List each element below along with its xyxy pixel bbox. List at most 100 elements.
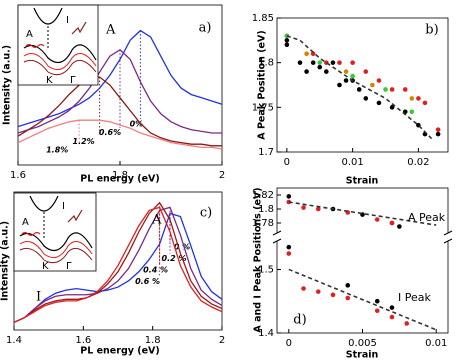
series-label: 0.2 % (162, 254, 187, 263)
data-point (404, 321, 410, 326)
series-label: 0.4 % (143, 266, 168, 275)
x-tick-label: 0.02 (407, 157, 429, 168)
inset-label: I (62, 201, 65, 212)
y-tick-label: 1.4 (258, 328, 274, 339)
data-point (409, 109, 415, 115)
data-point (304, 69, 309, 74)
data-point (389, 305, 395, 310)
data-point (389, 220, 395, 226)
data-point (374, 298, 380, 304)
inset-label: I (66, 15, 69, 26)
axis-break (274, 233, 451, 241)
data-point (376, 78, 382, 83)
break-mark (443, 230, 453, 236)
plot-frame (276, 187, 449, 334)
inset-label: Γ (70, 75, 76, 86)
data-point (350, 60, 355, 65)
break-mark (272, 230, 282, 236)
x-axis-label: PL energy (eV) (80, 346, 159, 357)
x-tick-label: 1.8 (112, 170, 128, 181)
panel-label: d) (293, 313, 306, 328)
x-tick-label: 1.6 (10, 170, 26, 181)
data-point (374, 308, 380, 314)
data-point (286, 194, 292, 199)
inset-a: A I K Γ (17, 4, 99, 86)
x-axis-label: PL energy (eV) (80, 174, 159, 185)
data-point (374, 217, 380, 222)
data-point (343, 69, 349, 74)
data-point (416, 96, 421, 101)
peak-label: I (36, 290, 41, 305)
fit-line (286, 35, 433, 140)
data-point (317, 64, 323, 70)
y-tick-label: 1.8 (258, 204, 274, 215)
inset-label: Γ (66, 261, 72, 272)
x-tick-label: 2 (219, 170, 225, 181)
y-tick-label: 1.85 (252, 13, 274, 24)
break-mark (272, 238, 282, 244)
data-point (345, 295, 351, 301)
data-point (397, 224, 402, 229)
data-point (376, 100, 382, 106)
inset-c: A I K Γ (13, 192, 97, 272)
x-tick-label: 0.01 (425, 338, 447, 349)
series-label: 0% (130, 120, 144, 129)
data-point (301, 286, 306, 291)
y-axis-label: A and I Peak Positions (eV) (253, 187, 264, 332)
x-tick-label: 1.6 (75, 335, 91, 346)
data-point (315, 289, 321, 294)
data-point (284, 42, 290, 48)
data-point (350, 73, 355, 79)
series-label: 0.6% (99, 128, 121, 137)
spectrum (17, 119, 223, 150)
panel-label: c) (200, 206, 212, 221)
annotation: I Peak (398, 291, 431, 304)
data-point (310, 51, 316, 57)
y-tick-label: 1.8 (258, 58, 274, 69)
data-point (409, 96, 415, 101)
data-point (317, 60, 323, 65)
data-point (337, 60, 342, 65)
data-point (383, 87, 388, 92)
peak-label: A (105, 23, 116, 38)
data-point (389, 87, 395, 92)
x-tick-label: 1.8 (145, 335, 161, 346)
data-point (315, 206, 321, 212)
data-point (343, 78, 349, 83)
break-mark (443, 238, 453, 244)
y-axis-label: A Peak Position (eV) (257, 30, 268, 139)
x-tick-label: 0 (286, 338, 292, 349)
peak-label: A (151, 213, 162, 228)
y-tick-label: 1.5 (258, 264, 274, 275)
x-tick-label: 0.01 (342, 157, 364, 168)
data-point (286, 244, 292, 250)
y-axis-label: Intensity (a.u.) (2, 45, 13, 125)
spectrum (13, 206, 223, 323)
plots: 1.6 1.8 2PL energy (eV)Intensity (a.u.)a)0… (0, 4, 453, 361)
data-point (370, 82, 375, 88)
series-label: 0.6 % (135, 277, 160, 286)
data-point (301, 205, 306, 210)
data-point (389, 314, 395, 320)
data-point (330, 60, 336, 65)
inset-label: K (46, 75, 53, 86)
data-point (286, 251, 292, 256)
y-tick-label: 1.78 (252, 218, 274, 229)
data-point (435, 127, 441, 132)
y-tick-label: 1.7 (258, 147, 274, 158)
data-point (435, 131, 441, 137)
annotation: A Peak (408, 211, 446, 224)
x-tick-label: 1.4 (6, 335, 22, 346)
data-point (363, 69, 369, 74)
x-tick-label: 0 (284, 157, 290, 168)
spectrum (17, 29, 223, 128)
data-point (324, 69, 329, 74)
panel-label: b) (425, 23, 438, 38)
spectrum (13, 201, 223, 323)
series-label: 1.8% (46, 146, 68, 155)
data-point (310, 60, 316, 65)
y-tick-label: 1.82 (252, 190, 274, 201)
series-label: 0 % (174, 243, 190, 252)
